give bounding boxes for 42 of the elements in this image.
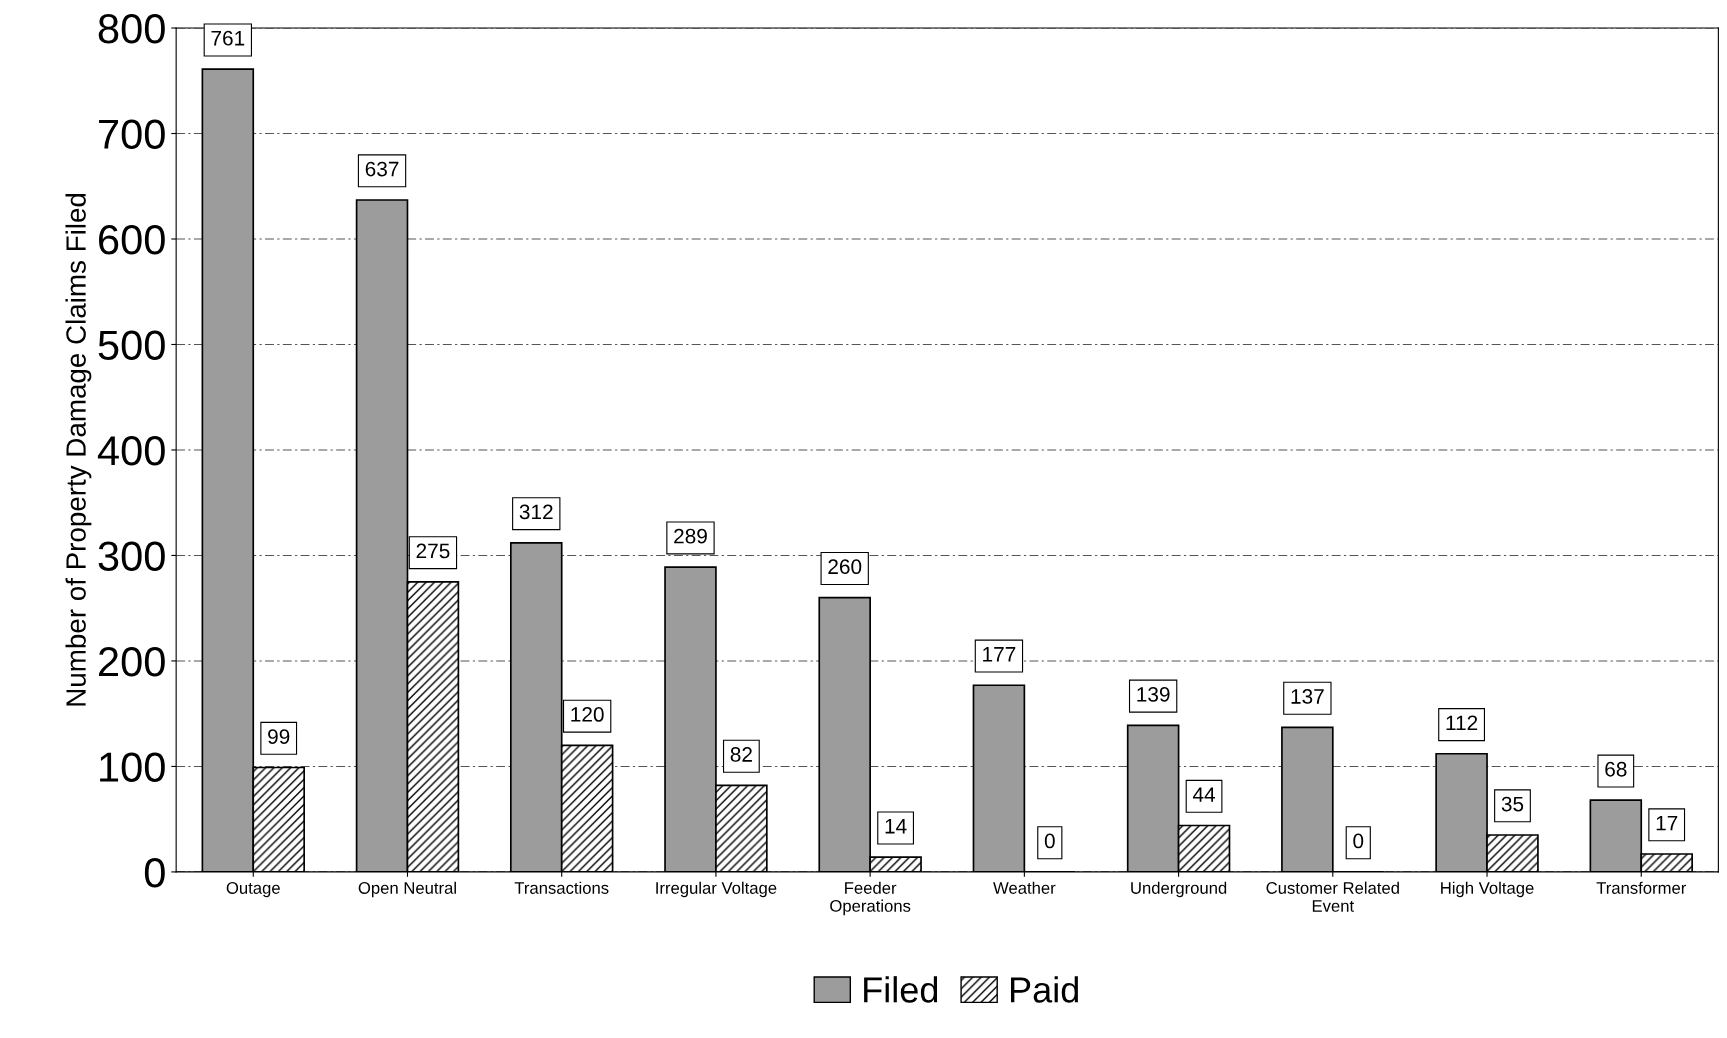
- y-tick-label: 600: [99, 225, 165, 255]
- x-tick-label: Feeder Operations: [830, 881, 911, 916]
- data-label: 137: [1291, 689, 1324, 704]
- data-label: 637: [365, 161, 399, 177]
- data-label: 120: [571, 707, 604, 722]
- y-tick-label: 200: [99, 646, 165, 677]
- y-tick-label: 400: [97, 435, 165, 466]
- x-tick-label: Transformer: [1596, 881, 1687, 894]
- data-label: 35: [1501, 796, 1524, 812]
- y-tick-label: 700: [99, 119, 165, 150]
- data-label: 260: [828, 559, 862, 575]
- x-tick-label: Irregular Voltage: [656, 881, 777, 898]
- y-tick-label: 800: [98, 14, 165, 44]
- data-label: 177: [983, 647, 1016, 662]
- y-axis-title: Number of Property Damage Claims Filed: [65, 193, 92, 706]
- x-tick-label: Open Neutral: [358, 881, 456, 898]
- data-label: 0: [1044, 833, 1055, 849]
- y-tick-label: 0: [144, 857, 165, 888]
- data-label: 112: [1446, 715, 1478, 731]
- x-tick-label: Customer Related Event: [1266, 881, 1399, 912]
- y-tick-label: 100: [100, 752, 165, 782]
- data-label: 139: [1137, 686, 1170, 702]
- data-label: 312: [519, 504, 553, 520]
- x-tick-label: Weather: [993, 881, 1056, 894]
- x-tick-label: Underground: [1131, 881, 1227, 898]
- x-tick-label: High Voltage: [1441, 881, 1534, 898]
- data-label: 68: [1605, 761, 1627, 777]
- data-label: 0: [1353, 833, 1364, 849]
- data-label: 14: [885, 819, 907, 834]
- data-label: 761: [211, 30, 245, 46]
- y-tick-label: 300: [98, 541, 165, 571]
- data-label: 99: [268, 729, 290, 744]
- legend-label: Paid: [1011, 976, 1078, 1003]
- data-label: 275: [416, 543, 450, 559]
- data-label: 17: [1656, 815, 1678, 831]
- y-tick-label: 500: [98, 330, 165, 360]
- data-label: 44: [1192, 787, 1216, 802]
- data-label: 289: [674, 528, 707, 544]
- x-tick-label: Outage: [226, 882, 280, 898]
- legend-label: Filed: [864, 976, 938, 1003]
- x-tick-label: Transactions: [514, 881, 609, 894]
- data-label: 82: [730, 747, 752, 762]
